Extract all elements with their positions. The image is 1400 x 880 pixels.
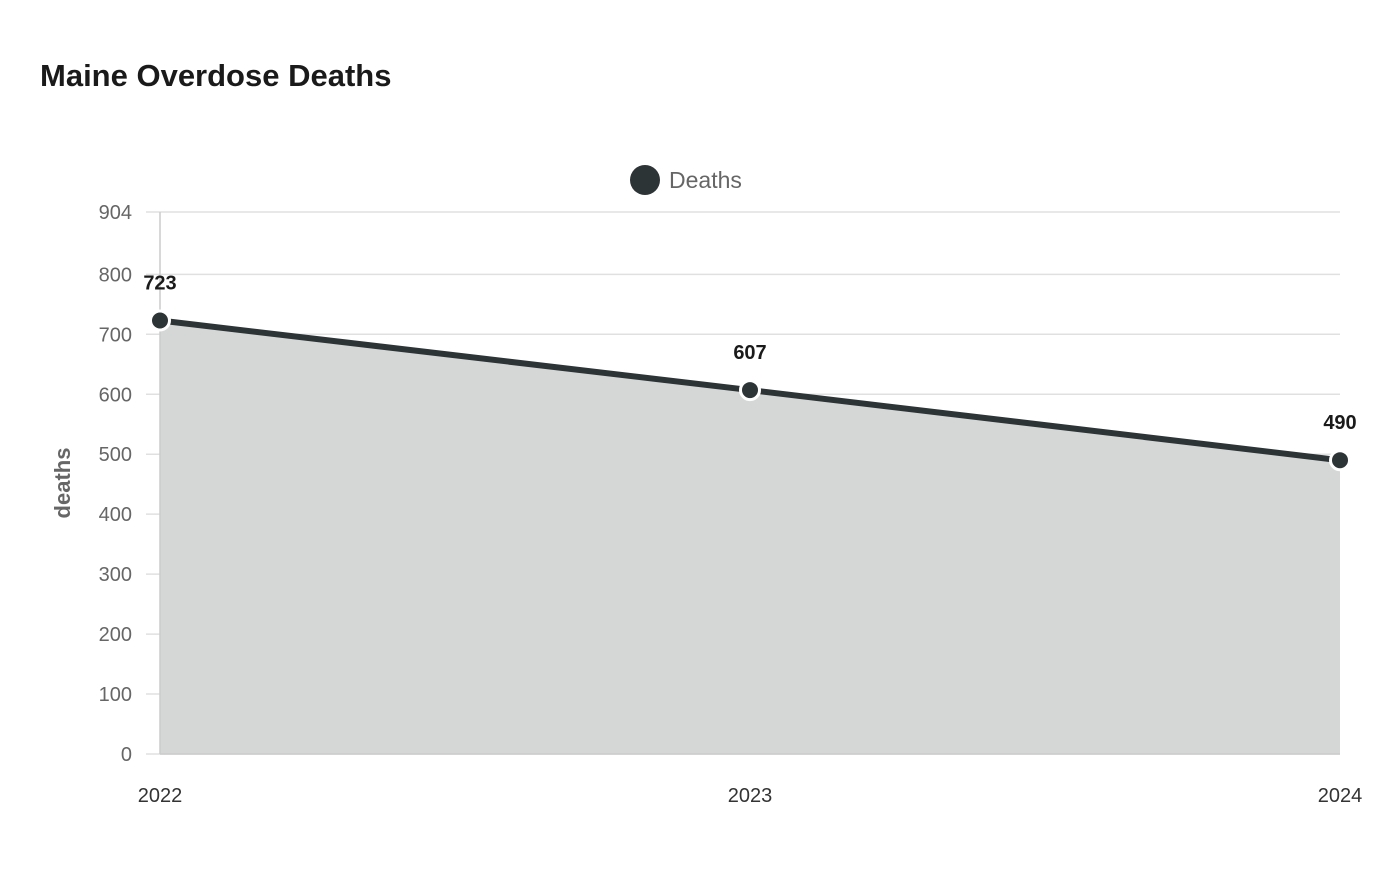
legend-label: Deaths: [669, 167, 742, 193]
legend[interactable]: Deaths: [630, 165, 742, 195]
data-label-2024: 490: [1323, 412, 1356, 434]
y-tick-label: 904: [99, 202, 132, 224]
data-label-2022: 723: [143, 273, 176, 295]
y-tick-label: 0: [121, 744, 132, 766]
y-tick-label: 200: [99, 624, 132, 646]
y-tick-label: 500: [99, 444, 132, 466]
y-axis-title: deaths: [50, 448, 75, 519]
y-tick-label: 400: [99, 504, 132, 526]
area-fill: [160, 320, 1340, 754]
axes: [159, 212, 1340, 755]
x-tick-label: 2024: [1318, 785, 1363, 807]
x-tick-label: 2022: [138, 785, 183, 807]
data-point-2023[interactable]: [739, 379, 761, 402]
y-tick-label: 100: [99, 684, 132, 706]
legend-marker-icon: [630, 165, 660, 195]
data-point-2022[interactable]: [149, 309, 171, 332]
y-tick-label: 700: [99, 324, 132, 346]
x-tick-labels: 2022 2023 2024: [138, 785, 1363, 807]
data-point-2024[interactable]: [1329, 449, 1351, 472]
data-points: [149, 309, 1351, 472]
y-tick-labels: 0 100 200 300 400 500 600 700 800 904: [99, 202, 132, 766]
data-labels: 723 607 490: [143, 273, 1356, 435]
y-tick-label: 800: [99, 264, 132, 286]
chart-title: Maine Overdose Deaths: [40, 58, 392, 93]
y-tick-label: 300: [99, 564, 132, 586]
data-label-2023: 607: [733, 342, 766, 364]
y-tick-label: 600: [99, 384, 132, 406]
x-tick-label: 2023: [728, 785, 773, 807]
